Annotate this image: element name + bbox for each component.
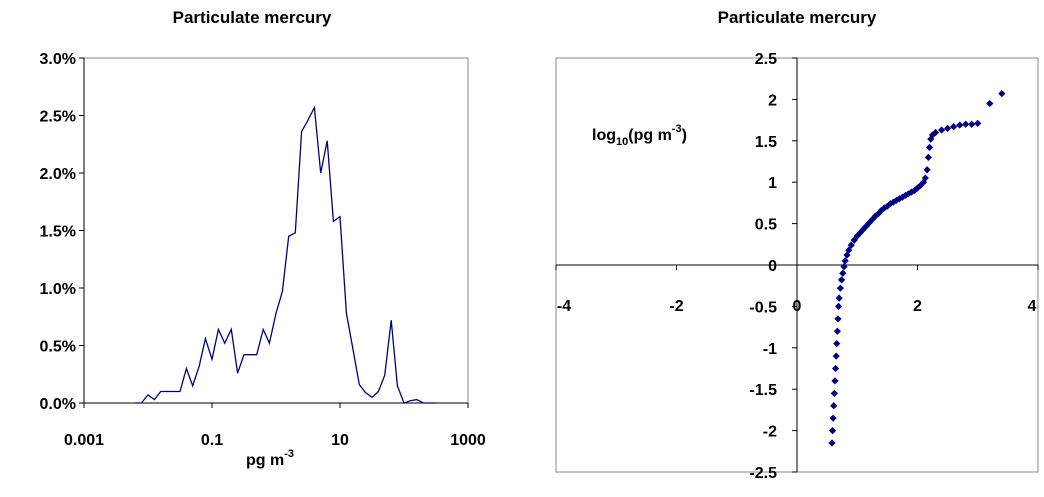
scatter-point	[968, 120, 976, 128]
scatter-point	[829, 414, 837, 422]
scatter-point	[832, 352, 840, 360]
y-axis-label-subscript: 10	[616, 136, 628, 148]
y-tick-label: 1	[768, 175, 777, 192]
x-tick-label: 4	[1028, 298, 1037, 315]
y-axis-label-unit: (pg m	[628, 127, 672, 144]
x-axis-label-superscript: -3	[284, 448, 294, 460]
scatter-point	[921, 174, 929, 182]
scatter-point	[850, 236, 858, 244]
scatter-point	[841, 257, 849, 265]
y-tick-label: 2	[768, 92, 777, 109]
y-tick-label: 2.0%	[40, 166, 76, 183]
x-tick-label: 2	[913, 298, 922, 315]
scatter-point	[910, 186, 919, 195]
chart-left-series-line	[135, 105, 436, 404]
y-tick-label: -2	[763, 424, 777, 441]
x-tick-label: 0.001	[64, 432, 104, 449]
scatter-point	[828, 439, 836, 447]
scatter-point	[892, 196, 901, 205]
scatter-point	[833, 340, 841, 348]
scatter-point	[956, 121, 964, 129]
y-tick-label: -2.5	[749, 465, 777, 482]
scatter-point	[845, 246, 853, 254]
scatter-point	[833, 327, 841, 335]
scatter-point	[925, 143, 934, 152]
x-tick-label: 0	[793, 298, 802, 315]
scatter-point	[944, 124, 952, 132]
scatter-point	[839, 269, 847, 277]
y-tick-label: 1.5	[755, 134, 777, 151]
scatter-point	[865, 219, 873, 227]
y-tick-label: -0.5	[749, 299, 777, 316]
scatter-point	[828, 427, 837, 435]
chart-left-x-axis: 0.001 0.1 10 1000	[64, 402, 486, 449]
y-tick-label: -1	[763, 341, 777, 358]
scatter-point	[986, 99, 994, 108]
scatter-point	[834, 302, 843, 310]
y-tick-label: 3.0%	[40, 51, 76, 68]
x-tick-label: 10	[331, 432, 349, 449]
scatter-point	[831, 364, 840, 373]
y-axis-label-superscript: -3	[672, 123, 682, 135]
scatter-point	[830, 389, 838, 397]
y-axis-label-log: log	[592, 127, 616, 144]
y-tick-label: 0	[768, 258, 777, 275]
scatter-point	[923, 166, 931, 174]
chart-left: Particulate mercury 0.0% 0.5% 1.0% 1.5% 2.0%…	[40, 8, 486, 469]
chart-right: Particulate mercury -2.5 -2 -1.5 -1 -0.5 0 0.5…	[555, 8, 1039, 482]
x-tick-label: 1000	[450, 432, 486, 449]
scatter-point	[895, 195, 904, 203]
scatter-point	[840, 263, 848, 271]
y-tick-label: 2.5	[755, 51, 777, 68]
x-axis-label-text: pg m	[246, 452, 284, 469]
y-tick-label: 0.0%	[40, 396, 76, 413]
x-tick-label: -2	[669, 298, 683, 315]
scatter-point	[834, 315, 842, 323]
scatter-point	[962, 120, 970, 128]
chart-right-y-axis-label: log10(pg m-3)	[592, 123, 687, 148]
scatter-point	[837, 276, 846, 284]
scatter-point	[880, 204, 888, 212]
chart-left-x-axis-label: pg m-3	[246, 448, 294, 469]
scatter-point	[835, 294, 843, 302]
scatter-point	[836, 284, 844, 292]
y-axis-label-close: )	[682, 127, 687, 144]
chart-right-y-axis: -2.5 -2 -1.5 -1 -0.5 0 0.5 1 1.5 2 2.5	[749, 51, 797, 482]
scatter-point	[924, 153, 932, 161]
scatter-point	[974, 119, 982, 128]
scatter-point	[907, 188, 916, 196]
chart-left-title: Particulate mercury	[173, 8, 332, 27]
scatter-point	[862, 222, 870, 230]
y-tick-label: 2.5%	[40, 109, 76, 126]
y-tick-label: 0.5	[755, 217, 777, 234]
y-tick-label: 1.0%	[40, 281, 76, 298]
x-tick-label: 0.1	[201, 432, 223, 449]
scatter-point	[938, 126, 946, 134]
scatter-point	[830, 402, 838, 410]
scatter-point	[847, 241, 855, 249]
scatter-point	[998, 90, 1006, 98]
y-tick-label: 0.5%	[40, 339, 76, 356]
chart-right-title: Particulate mercury	[718, 8, 877, 27]
chart-right-series-points	[828, 90, 1006, 447]
chart-left-y-axis: 0.0% 0.5% 1.0% 1.5% 2.0% 2.5% 3.0%	[40, 51, 85, 413]
chart-right-x-axis: -4 -2 0 2 4	[555, 265, 1039, 315]
scatter-point	[931, 128, 940, 137]
x-tick-label: -4	[557, 298, 571, 315]
scatter-point	[877, 206, 885, 214]
scatter-point	[950, 123, 958, 131]
chart-left-plot-area	[83, 57, 469, 404]
y-tick-label: -1.5	[749, 382, 777, 399]
scatter-point	[831, 377, 839, 385]
y-tick-label: 1.5%	[40, 224, 76, 241]
